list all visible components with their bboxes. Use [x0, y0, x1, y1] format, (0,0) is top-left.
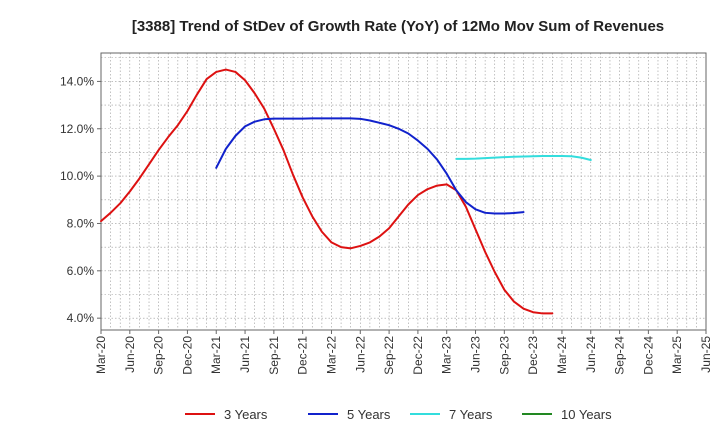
y-tick-label: 4.0%: [67, 311, 95, 325]
x-tick-label: Mar-25: [670, 336, 684, 374]
series-line-7-years: [455, 154, 592, 162]
x-axis-ticks: Mar-20 Jun-20 Sep-20 Dec-20 Mar-21 Jun-21 Sep-…: [94, 330, 713, 375]
x-tick-label: Mar-22: [324, 336, 338, 374]
x-tick-label: Sep-23: [497, 336, 511, 375]
x-tick-label: Jun-25: [699, 336, 713, 373]
x-tick-label: Sep-20: [152, 336, 166, 375]
x-tick-label: Jun-22: [353, 336, 367, 373]
x-tick-label: Dec-24: [641, 336, 655, 375]
x-tick-label: Dec-20: [180, 336, 194, 375]
x-tick-label: Dec-21: [296, 336, 310, 375]
x-tick-label: Mar-21: [209, 336, 223, 374]
x-tick-label: Dec-23: [526, 336, 540, 375]
series-line-5-years: [215, 117, 525, 215]
legend-label: 7 Years: [449, 407, 493, 422]
x-tick-label: Mar-20: [94, 336, 108, 374]
x-tick-label: Jun-21: [238, 336, 252, 373]
x-tick-label: Mar-24: [555, 336, 569, 374]
y-tick-label: 8.0%: [67, 216, 95, 230]
series-lines: [100, 68, 592, 315]
y-tick-label: 6.0%: [67, 264, 95, 278]
grid-lines: [101, 53, 706, 330]
y-tick-label: 10.0%: [60, 169, 94, 183]
x-tick-label: Jun-24: [584, 336, 598, 373]
x-tick-label: Sep-21: [267, 336, 281, 375]
series-line-3-years: [100, 68, 554, 315]
plot-area-frame: [100, 52, 707, 331]
legend-label: 3 Years: [224, 407, 268, 422]
y-tick-label: 14.0%: [60, 74, 94, 88]
legend-label: 10 Years: [561, 407, 612, 422]
x-tick-label: Sep-24: [613, 336, 627, 375]
legend-label: 5 Years: [347, 407, 391, 422]
legend: 3 Years 5 Years 7 Years 10 Years: [185, 407, 612, 422]
x-tick-label: Mar-23: [440, 336, 454, 374]
x-tick-label: Sep-22: [382, 336, 396, 375]
x-tick-label: Jun-20: [123, 336, 137, 373]
x-tick-label: Dec-22: [411, 336, 425, 375]
y-tick-label: 12.0%: [60, 122, 94, 136]
x-tick-label: Jun-23: [469, 336, 483, 373]
y-axis-ticks: 4.0% 6.0% 8.0% 10.0% 12.0% 14.0%: [60, 74, 101, 325]
chart-title: [3388] Trend of StDev of Growth Rate (Yo…: [132, 18, 664, 35]
